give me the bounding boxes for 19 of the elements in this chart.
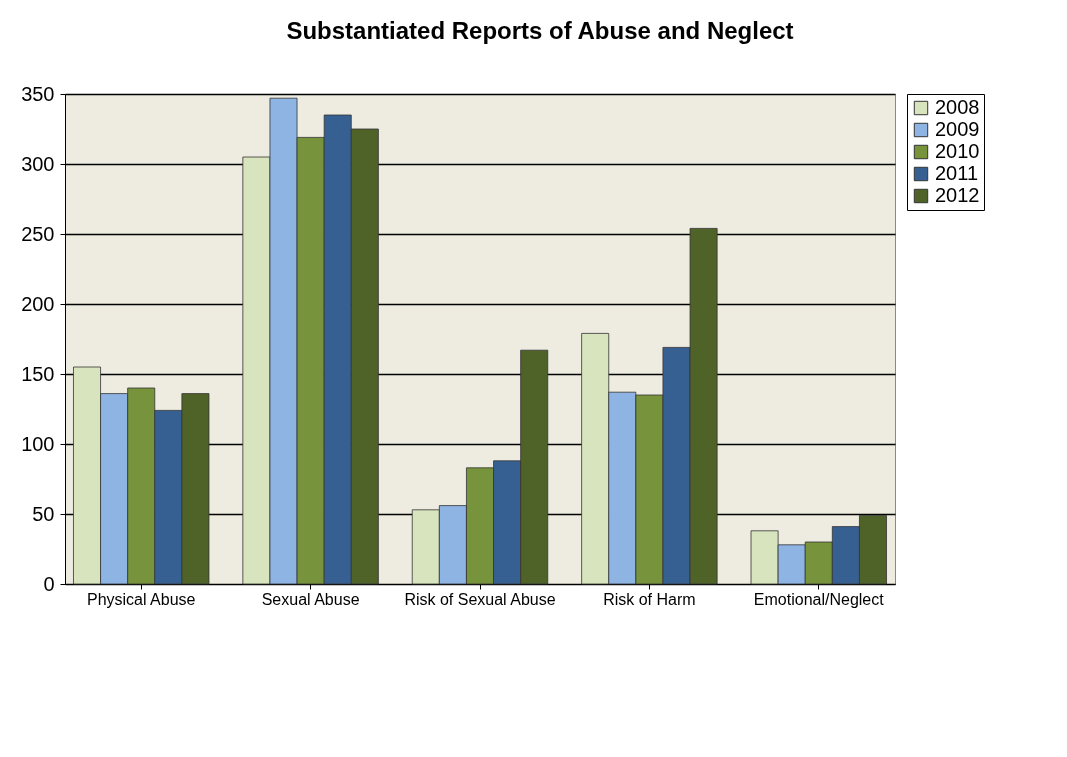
x-tick-label: Sexual Abuse	[261, 590, 360, 608]
legend-label: 2012	[935, 184, 980, 206]
y-tick-label: 300	[21, 152, 55, 175]
x-tick-label: Risk of Harm	[603, 590, 696, 608]
x-tick-label: Physical Abuse	[86, 590, 196, 608]
x-tick-label: Emotional/Neglect	[753, 590, 885, 608]
legend-label: 2010	[935, 140, 980, 162]
x-tick-label: Risk of Sexual Abuse	[404, 590, 556, 608]
y-tick-label: 250	[21, 222, 55, 245]
y-tick-label: 150	[21, 362, 55, 385]
y-tick-label: 350	[21, 82, 55, 105]
y-tick-label: 100	[21, 432, 55, 455]
legend-label: 2008	[935, 96, 980, 118]
legend-label: 2009	[935, 118, 980, 140]
y-tick-label: 0	[43, 572, 55, 595]
y-tick-label: 200	[21, 292, 55, 315]
legend-label: 2011	[935, 162, 979, 184]
y-tick-label: 50	[32, 502, 55, 525]
chart-title: Substantiated Reports of Abuse and Neglect	[286, 17, 794, 44]
